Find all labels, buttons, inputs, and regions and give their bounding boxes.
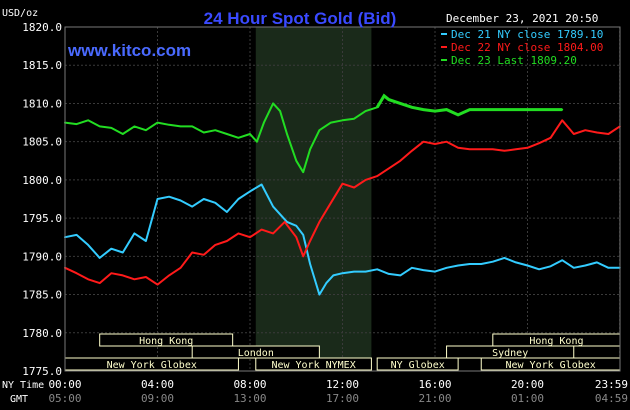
website-label[interactable]: www.kitco.com [67, 41, 191, 60]
session-label: New York NYMEX [271, 360, 355, 371]
plot-frame [64, 26, 621, 372]
legend-entry-dec23: Dec 23 Last 1809.20 [451, 54, 577, 67]
unit-label: USD/oz [2, 8, 38, 19]
y-tick-label: 1815.0 [22, 59, 62, 72]
gmt-axis-label: GMT [10, 394, 28, 405]
x-tick-label-ny: 16:00 [418, 378, 451, 391]
y-tick-label: 1820.0 [22, 21, 62, 34]
ny-time-axis-label: NY Time [2, 380, 44, 391]
axes: 1775.0 1780.0 1785.0 1790.0 1795.0 1800.0 1805… [22, 21, 628, 405]
legend-entry-dec22: Dec 22 NY close 1804.00 [451, 41, 603, 54]
x-tick-label-ny: 12:00 [326, 378, 359, 391]
y-tick-label: 1805.0 [22, 136, 62, 149]
y-tick-label: 1780.0 [22, 327, 62, 340]
session-label: Hong Kong [529, 336, 583, 347]
session-label: Sydney [492, 348, 528, 359]
series-last-extension [375, 93, 563, 117]
chart-title: 24 Hour Spot Gold (Bid) [204, 9, 397, 28]
session-label: NY Globex [391, 360, 445, 371]
series-lines [64, 93, 621, 296]
x-tick-label-gmt: 05:00 [48, 392, 81, 405]
shaded-region [255, 27, 372, 371]
x-tick-label-gmt: 17:00 [326, 392, 359, 405]
y-tick-label: 1800.0 [22, 174, 62, 187]
x-tick-label-ny: 20:00 [511, 378, 544, 391]
x-tick-label-ny: 04:00 [141, 378, 174, 391]
x-tick-label-gmt: 21:00 [418, 392, 451, 405]
x-tick-label-ny: 23:59 [595, 378, 628, 391]
session-label: Hong Kong [139, 336, 193, 347]
y-tick-label: 1785.0 [22, 289, 62, 302]
session-box [99, 333, 234, 347]
y-tick-label: 1775.0 [22, 365, 62, 378]
nymex-session-shade [255, 27, 372, 371]
x-tick-label-ny: 08:00 [233, 378, 266, 391]
session-label: New York Globex [107, 360, 197, 371]
session-label: London [238, 348, 274, 359]
legend-entry-dec21: Dec 21 NY close 1789.10 [451, 28, 603, 41]
y-tick-label: 1795.0 [22, 212, 62, 225]
y-tick-label: 1790.0 [22, 250, 62, 263]
series-line-dec21 [64, 183, 621, 296]
y-tick-label: 1810.0 [22, 97, 62, 110]
series-line-dec22 [64, 119, 621, 286]
x-tick-label-gmt: 09:00 [141, 392, 174, 405]
x-tick-label-ny: 00:00 [48, 378, 81, 391]
session-label: New York Globex [505, 360, 595, 371]
x-tick-label-gmt: 04:59 [595, 392, 628, 405]
session-box [376, 357, 459, 371]
x-tick-label-gmt: 13:00 [233, 392, 266, 405]
x-tick-label-gmt: 01:00 [511, 392, 544, 405]
chart-datetime: December 23, 2021 20:50 [446, 12, 598, 25]
session-box [255, 357, 372, 371]
